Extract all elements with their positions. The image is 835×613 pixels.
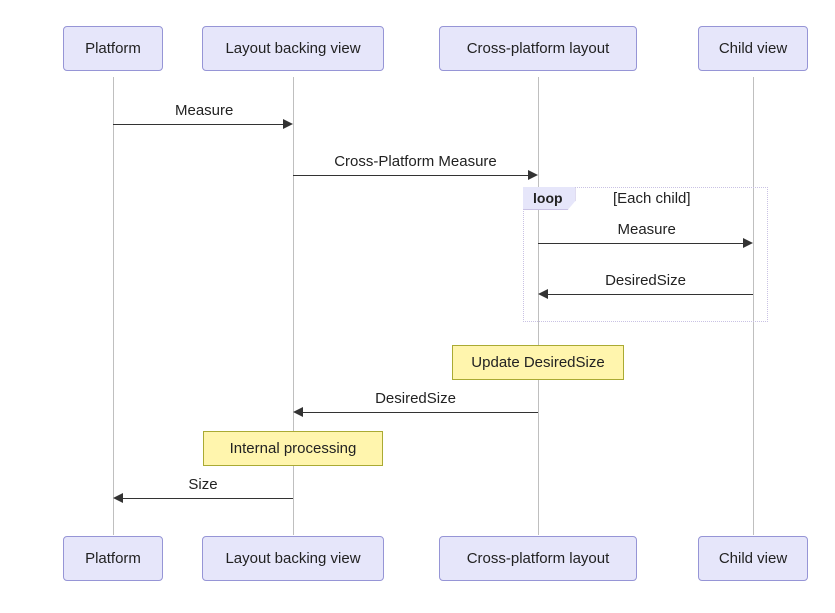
loop-tag: loop	[523, 187, 576, 210]
actor-backing: Layout backing view	[202, 536, 384, 581]
arrowhead-icon	[528, 170, 538, 180]
note: Update DesiredSize	[452, 345, 624, 380]
message-arrow	[538, 243, 745, 244]
arrowhead-icon	[283, 119, 293, 129]
actor-platform: Platform	[63, 536, 163, 581]
actor-child: Child view	[698, 26, 808, 71]
message-arrow	[301, 412, 538, 413]
loop-condition: [Each child]	[613, 190, 691, 207]
message-label: Size	[187, 476, 219, 493]
arrowhead-icon	[538, 289, 548, 299]
message-arrow	[121, 498, 293, 499]
actor-cross: Cross-platform layout	[439, 26, 637, 71]
lifeline-platform	[113, 77, 114, 535]
message-label: Cross-Platform Measure	[328, 153, 504, 170]
arrowhead-icon	[113, 493, 123, 503]
note: Internal processing	[203, 431, 383, 466]
actor-backing: Layout backing view	[202, 26, 384, 71]
message-arrow	[113, 124, 285, 125]
actor-child: Child view	[698, 536, 808, 581]
lifeline-backing	[293, 77, 294, 535]
message-label: DesiredSize	[602, 272, 690, 289]
message-label: Measure	[618, 221, 674, 238]
message-label: DesiredSize	[372, 390, 460, 407]
message-arrow	[546, 294, 753, 295]
arrowhead-icon	[743, 238, 753, 248]
actor-platform: Platform	[63, 26, 163, 71]
message-label: Measure	[175, 102, 231, 119]
message-arrow	[293, 175, 530, 176]
arrowhead-icon	[293, 407, 303, 417]
actor-cross: Cross-platform layout	[439, 536, 637, 581]
